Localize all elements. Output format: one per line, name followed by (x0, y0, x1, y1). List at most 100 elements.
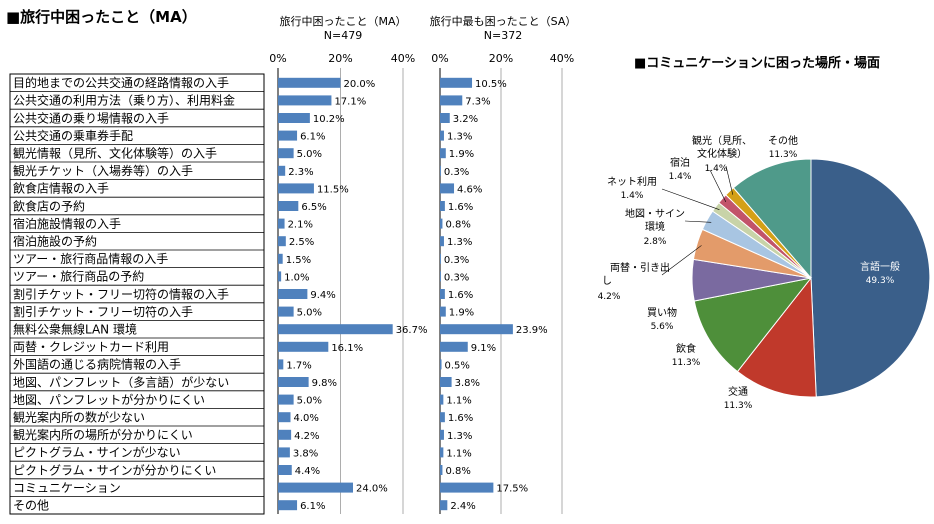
chart-subtitle-ma: N=479 (324, 29, 362, 42)
ma-bar (278, 289, 308, 299)
sa-value-label: 0.5% (445, 360, 470, 371)
ma-value-label: 4.4% (295, 466, 320, 477)
sa-value-label: 10.5% (475, 79, 507, 90)
category-label: 宿泊施設情報の入手 (13, 216, 121, 231)
pie-slice-value: 49.3% (866, 276, 895, 286)
pie-slice-label: 文化体験） (697, 147, 747, 160)
pie-slice-label: ネット利用 (607, 176, 657, 188)
pie-leader-line (709, 169, 727, 203)
pie-slice (693, 277, 813, 373)
chart-title-sa: 旅行中最も困ったこと（SA） (430, 14, 577, 28)
category-label: 公共交通の利用方法（乗り方）、利用料金 (13, 93, 235, 108)
ma-bar (278, 201, 299, 211)
ma-bar (278, 271, 282, 282)
pie-slice-label: 地図・サイン (625, 207, 685, 220)
ma-value-label: 5.0% (297, 149, 322, 160)
pie-slice-value: 1.4% (669, 172, 692, 182)
sa-value-label: 4.6% (457, 184, 482, 195)
pie-slice-value: 11.3% (724, 401, 753, 411)
pie-slice-value: 2.8% (644, 237, 667, 247)
category-label: 飲食店の予約 (13, 198, 85, 213)
sa-value-label: 1.9% (449, 149, 474, 160)
pie-slice-value: 5.6% (651, 322, 674, 332)
ma-bar (278, 130, 298, 141)
category-label: 地図、パンフレット（多言語）が少ない (13, 374, 229, 389)
sa-bar (440, 394, 444, 405)
sa-value-label: 1.1% (446, 396, 471, 407)
ma-bar (278, 341, 329, 352)
pie-slice-label: 宿泊 (670, 156, 690, 169)
pie-slice-label: 環境 (645, 220, 665, 233)
sa-value-label: 0.8% (445, 466, 470, 477)
sa-value-label: 1.9% (449, 308, 474, 319)
pie-slice-value: 4.2% (598, 292, 621, 302)
sa-x-tick-label: 40% (550, 52, 574, 65)
category-label: 宿泊施設の予約 (13, 234, 97, 249)
category-label: 地図、パンフレットが分かりにくい (13, 392, 205, 407)
category-label: 割引チケット・フリー切符の入手 (13, 304, 193, 319)
pie-leader-line (725, 165, 734, 195)
category-label: その他 (13, 499, 49, 513)
category-label: 無料公衆無線LAN 環境 (13, 322, 137, 337)
category-label: 目的地までの公共交通の経路情報の入手 (13, 75, 229, 90)
sa-bar (440, 306, 446, 317)
pie-slice-label: 飲食 (676, 342, 696, 355)
sa-bar (440, 500, 448, 511)
sa-bar (440, 341, 468, 352)
sa-bar (440, 324, 513, 335)
category-label: 観光案内所の場所が分かりにくい (13, 427, 193, 442)
ma-value-label: 24.0% (356, 484, 388, 495)
sa-value-label: 3.2% (453, 114, 478, 125)
sa-value-label: 0.3% (444, 167, 469, 178)
sa-bar (440, 218, 443, 229)
ma-bar (278, 218, 285, 229)
category-table (9, 73, 265, 515)
pie-slice-label: 買い物 (647, 306, 677, 319)
sa-bar (440, 77, 473, 88)
ma-x-tick-label: 40% (391, 52, 415, 65)
ma-bar (278, 429, 292, 440)
category-label: ツアー・旅行商品の予約 (13, 269, 144, 284)
chart-title-ma: 旅行中困ったこと（MA） (279, 14, 406, 28)
category-label: 飲食店情報の入手 (13, 181, 109, 196)
category-label: 外国語の通じる病院情報の入手 (13, 357, 181, 372)
pie-slice-label: 言語一般 (860, 260, 900, 273)
ma-bar (278, 465, 292, 475)
sa-value-label: 0.8% (445, 220, 470, 231)
sa-x-tick-label: 20% (489, 52, 513, 65)
pie-slice (732, 158, 812, 280)
category-label: 公共交通の乗り場情報の入手 (13, 110, 169, 125)
sa-value-label: 7.3% (465, 96, 490, 107)
ma-value-label: 2.5% (289, 237, 314, 248)
sa-value-label: 3.8% (455, 378, 480, 389)
ma-bar (278, 412, 291, 423)
ma-value-label: 10.2% (313, 114, 345, 125)
sa-bar (440, 412, 445, 423)
ma-bar (278, 148, 294, 159)
sa-bar (440, 113, 450, 123)
ma-x-tick-label: 0% (269, 52, 286, 65)
category-label: 両替・クレジットカード利用 (13, 340, 169, 354)
sa-bar (440, 359, 442, 370)
category-label: ピクトグラム・サインが少ない (13, 445, 181, 460)
pie-slice-value: 1.4% (705, 164, 728, 174)
pie-slice-label: し (602, 275, 612, 287)
ma-bar (278, 359, 284, 370)
sa-value-label: 17.5% (496, 484, 528, 495)
ma-bar (278, 447, 290, 458)
ma-value-label: 5.0% (297, 396, 322, 407)
ma-value-label: 17.1% (334, 96, 366, 107)
sa-value-label: 0.3% (444, 272, 469, 283)
chart-subtitle-sa: N=372 (484, 29, 522, 42)
category-label: 割引チケット・フリー切符の情報の入手 (13, 286, 229, 301)
pie-title: ■コミュニケーションに困った場所・場面 (634, 55, 880, 71)
ma-value-label: 4.0% (294, 413, 319, 424)
ma-value-label: 1.7% (286, 360, 311, 371)
ma-bar (278, 236, 286, 247)
sa-bar (440, 465, 443, 475)
sa-bar (440, 95, 463, 106)
sa-bar (440, 447, 444, 458)
ma-value-label: 5.0% (297, 308, 322, 319)
